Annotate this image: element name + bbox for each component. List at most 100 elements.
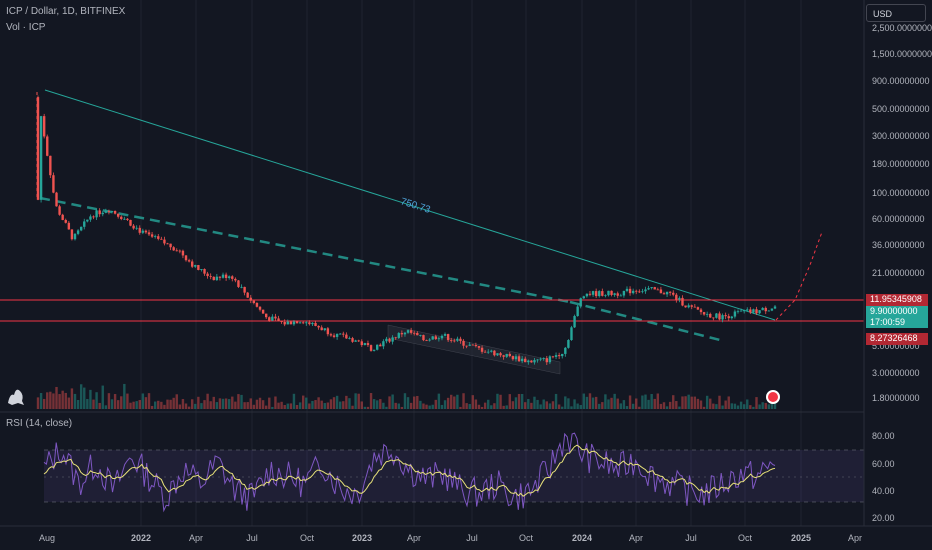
candle-body: [480, 347, 484, 352]
price-candles: [36, 95, 777, 365]
current-price-tag: 9.90000000 17:00:59: [866, 306, 928, 328]
rsi-tick: 80.00: [872, 431, 895, 441]
candle-body: [468, 344, 471, 346]
candle-body: [474, 345, 478, 347]
currency-button[interactable]: USD: [866, 4, 926, 22]
volume-bar: [172, 397, 175, 409]
volume-bar: [533, 396, 536, 409]
volume-bar: [277, 402, 280, 409]
symbol-title[interactable]: ICP / Dollar, 1D, BITFINEX: [6, 6, 126, 17]
candle-body: [209, 276, 212, 277]
volume-bar: [764, 403, 767, 409]
candle-body: [601, 291, 604, 296]
candle-body: [638, 291, 641, 293]
current-price: 9.90000000: [870, 306, 918, 316]
dashed-trendline-upper: [39, 196, 571, 304]
price-tick: 1.80000000: [872, 393, 920, 403]
flag-icon[interactable]: [766, 390, 780, 404]
candle-body: [483, 351, 487, 353]
volume-bar: [610, 397, 613, 409]
candle-body: [675, 294, 678, 300]
candle-body: [431, 336, 434, 340]
volume-bar: [564, 396, 567, 409]
candle-body: [181, 250, 185, 256]
candle-body: [699, 309, 703, 313]
candle-body: [462, 340, 465, 346]
long-trendline: [44, 89, 776, 321]
volume-bar: [548, 403, 552, 409]
volume-bar: [372, 399, 376, 409]
candle-body: [422, 335, 425, 341]
candle-body: [406, 330, 410, 333]
volume-bar: [64, 392, 67, 409]
candle-body: [289, 321, 293, 325]
volume-bar: [98, 402, 101, 409]
time-tick: Apr: [189, 533, 203, 543]
candle-body: [567, 340, 570, 348]
candle-body: [487, 351, 490, 353]
candle-body: [610, 290, 613, 295]
candle-body: [258, 306, 262, 310]
volume-bar: [687, 394, 690, 409]
rsi-label[interactable]: RSI (14, close): [6, 418, 73, 429]
volume-bar: [138, 400, 141, 409]
volume-bar: [585, 396, 589, 409]
volume-bar: [110, 399, 114, 409]
time-tick: 2022: [131, 533, 151, 543]
volume-bar: [203, 400, 206, 409]
volume-bar: [163, 404, 166, 409]
volume-bar: [554, 393, 558, 409]
volume-bar: [416, 395, 419, 409]
candle-body: [308, 322, 311, 325]
volume-bar: [638, 406, 641, 409]
candle-body: [153, 236, 157, 238]
candle-body: [345, 334, 348, 339]
candle-body: [160, 238, 163, 240]
candle-body: [749, 309, 752, 313]
candle-body: [363, 343, 367, 346]
volume-bar: [36, 397, 40, 409]
volume-bar: [382, 402, 385, 409]
volume-bar: [104, 405, 108, 409]
volume-bar: [419, 400, 422, 409]
volume-bar: [622, 400, 626, 409]
time-tick: Oct: [300, 533, 315, 543]
volume-bar: [305, 397, 308, 409]
time-tick: 2025: [791, 533, 811, 543]
volume-label[interactable]: Vol · ICP: [6, 22, 46, 33]
candle-body: [582, 296, 586, 299]
volume-bar: [234, 401, 237, 409]
volume-bar: [55, 386, 58, 409]
price-tick: 21.00000000: [872, 268, 925, 278]
price-tick: 300.00000000: [872, 131, 930, 141]
volume-bar: [169, 399, 172, 409]
volume-bar: [212, 396, 215, 409]
volume-bar: [456, 394, 459, 409]
volume-bar: [709, 398, 712, 409]
volume-bar: [702, 406, 706, 409]
volume-bar: [502, 405, 505, 409]
candle-body: [613, 293, 616, 295]
candle-body: [129, 219, 132, 226]
volume-bar: [517, 393, 521, 409]
volume-bar: [545, 401, 549, 409]
volume-bar: [406, 397, 410, 409]
tradingview-logo-icon[interactable]: [6, 383, 26, 407]
candle-body: [739, 310, 743, 312]
volume-bar: [625, 406, 629, 409]
volume-bar: [135, 401, 138, 409]
volume-bar: [258, 397, 262, 409]
candle-body: [721, 315, 724, 320]
volume-bar: [190, 399, 194, 409]
volume-bar: [490, 405, 493, 409]
volume-bar: [712, 403, 715, 409]
time-tick: Jul: [466, 533, 478, 543]
volume-bar: [718, 395, 721, 409]
candle-body: [425, 340, 428, 341]
volume-bar: [496, 393, 499, 409]
candle-body: [123, 218, 126, 220]
volume-bar: [514, 397, 518, 409]
volume-bar: [579, 405, 582, 409]
